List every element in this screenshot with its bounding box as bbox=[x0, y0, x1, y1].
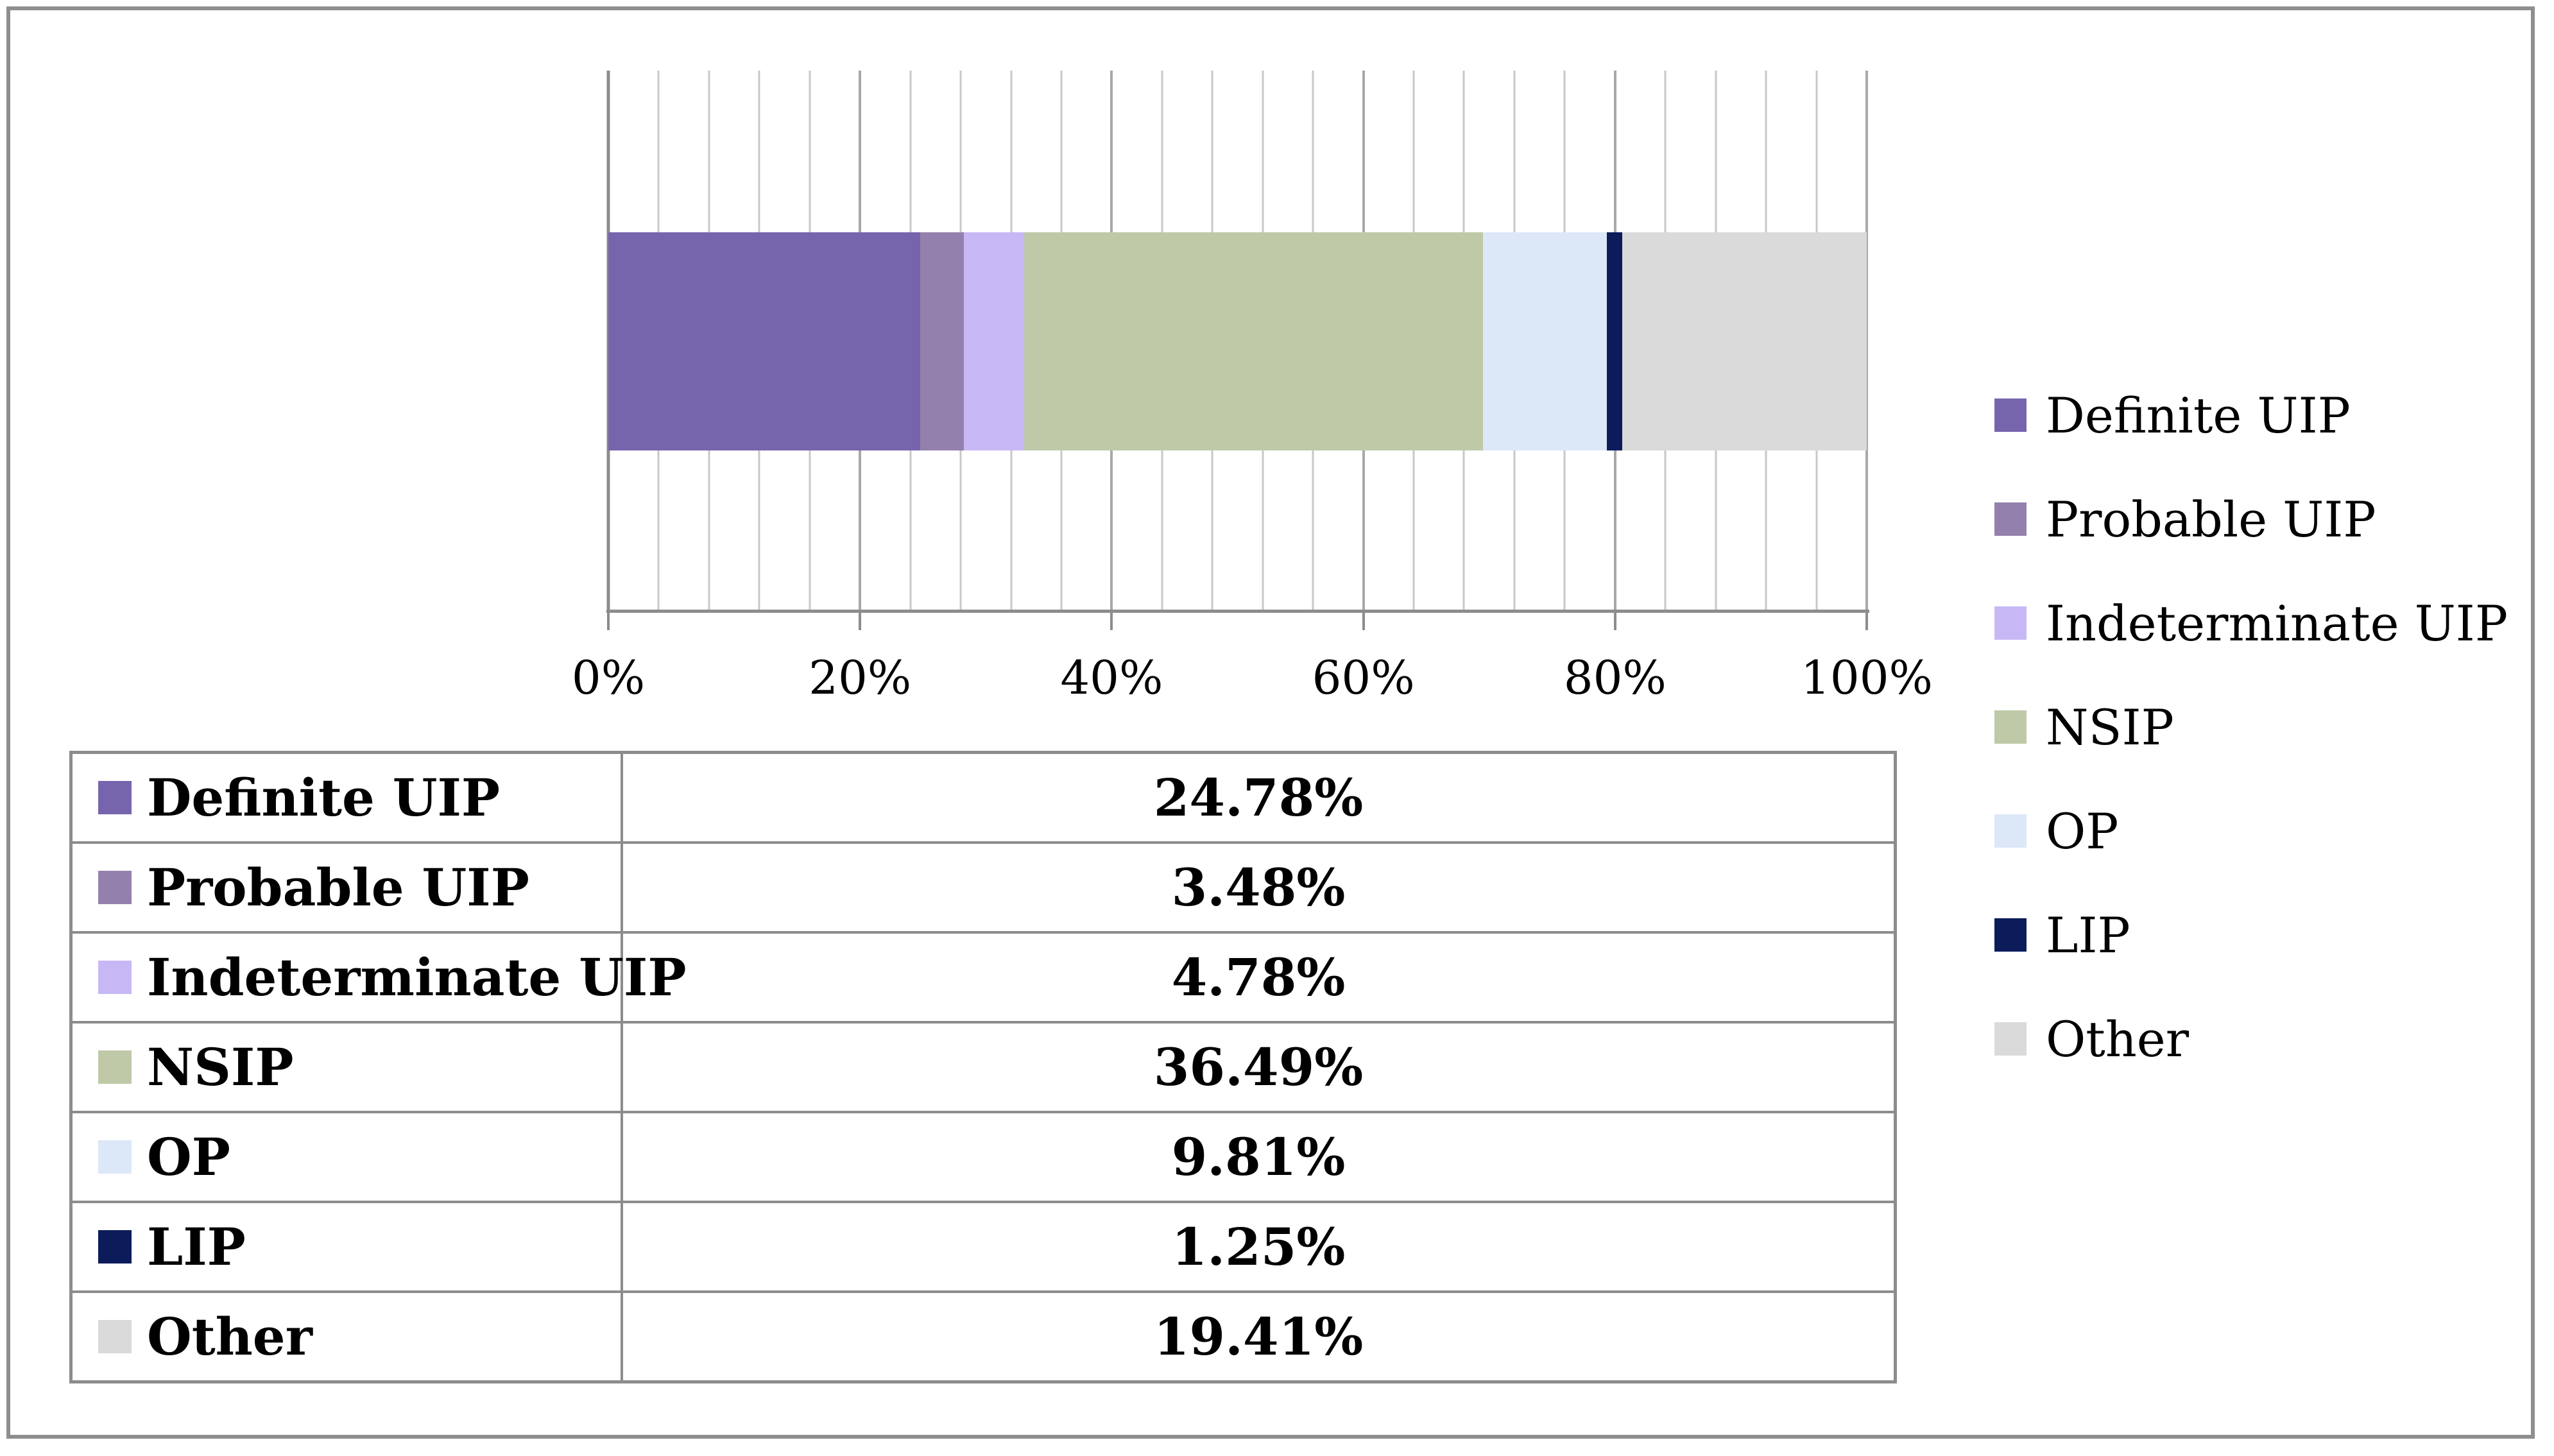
bar-segment-probable-uip bbox=[920, 232, 964, 450]
legend-item: Other bbox=[1994, 1004, 2189, 1074]
legend-label: Other bbox=[2046, 1010, 2190, 1068]
axis-tick bbox=[1362, 613, 1365, 630]
legend-swatch bbox=[1994, 398, 2027, 432]
bar-segment-op bbox=[1483, 232, 1607, 450]
table-cell-label: Probable UIP bbox=[73, 844, 623, 931]
color-swatch bbox=[98, 781, 132, 814]
legend-swatch bbox=[1994, 1022, 2027, 1056]
bar-segment-definite-uip bbox=[608, 232, 920, 450]
color-swatch bbox=[98, 1320, 132, 1353]
color-swatch bbox=[98, 1230, 132, 1263]
axis-tick bbox=[1110, 613, 1113, 630]
axis-tick bbox=[607, 613, 610, 630]
gridline-major bbox=[1865, 71, 1868, 613]
series-name-label: Definite UIP bbox=[147, 767, 501, 828]
legend-item: Indeterminate UIP bbox=[1994, 588, 2508, 658]
table-cell-value: 3.48% bbox=[1171, 857, 1346, 918]
x-axis-tick-label: 20% bbox=[809, 651, 912, 705]
table-cell-value: 1.25% bbox=[1171, 1217, 1346, 1277]
series-name-label: OP bbox=[147, 1127, 230, 1187]
x-axis-tick-label: 100% bbox=[1801, 651, 1933, 705]
legend-swatch bbox=[1994, 814, 2027, 848]
table-row: Other 19.41% bbox=[73, 1290, 1894, 1380]
table-row: OP 9.81% bbox=[73, 1111, 1894, 1201]
color-swatch bbox=[98, 961, 132, 994]
series-name-label: Indeterminate UIP bbox=[147, 947, 687, 1007]
table-cell-value: 24.78% bbox=[1153, 767, 1364, 828]
series-name-label: LIP bbox=[147, 1217, 246, 1277]
bar-segment-indeterminate-uip bbox=[964, 232, 1024, 450]
data-table: Definite UIP 24.78% Probable UIP 3.48% Indet… bbox=[69, 751, 1897, 1383]
series-name-label: Probable UIP bbox=[147, 857, 529, 918]
table-cell-label: NSIP bbox=[73, 1023, 623, 1111]
table-cell-label: Other bbox=[73, 1293, 623, 1380]
table-row: LIP 1.25% bbox=[73, 1201, 1894, 1290]
series-name-label: NSIP bbox=[147, 1037, 294, 1097]
legend-label: Probable UIP bbox=[2046, 490, 2376, 548]
x-axis-line bbox=[606, 610, 1869, 613]
plot-area bbox=[606, 71, 1868, 613]
table-cell-value: 9.81% bbox=[1171, 1127, 1346, 1187]
table-row: Definite UIP 24.78% bbox=[73, 754, 1894, 841]
legend-item: Probable UIP bbox=[1994, 484, 2376, 554]
bar-segment-nsip bbox=[1024, 232, 1484, 450]
bar-segment-lip bbox=[1606, 232, 1623, 450]
bar-segment-other bbox=[1622, 232, 1867, 450]
table-cell-value: 4.78% bbox=[1171, 947, 1346, 1007]
axis-tick bbox=[1865, 613, 1868, 630]
legend-label: Indeterminate UIP bbox=[2046, 594, 2508, 652]
table-row: NSIP 36.49% bbox=[73, 1021, 1894, 1111]
table-cell-value: 19.41% bbox=[1153, 1306, 1364, 1367]
series-name-label: Other bbox=[147, 1306, 313, 1367]
legend-item: NSIP bbox=[1994, 692, 2174, 762]
color-swatch bbox=[98, 871, 132, 904]
legend-item: OP bbox=[1994, 796, 2118, 866]
table-cell-label: Indeterminate UIP bbox=[73, 934, 687, 1021]
color-swatch bbox=[98, 1050, 132, 1084]
table-cell-label: Definite UIP bbox=[73, 754, 623, 841]
legend-item: Definite UIP bbox=[1994, 380, 2351, 450]
axis-tick bbox=[1613, 613, 1616, 630]
x-axis-tick-labels: 0% 20% 40% 60% 80% 100% bbox=[572, 647, 1933, 708]
legend-item: LIP bbox=[1994, 900, 2130, 970]
x-axis-tick-label: 0% bbox=[571, 651, 646, 705]
table-cell-label: LIP bbox=[73, 1203, 623, 1290]
table-cell-label: OP bbox=[73, 1113, 623, 1201]
legend-label: NSIP bbox=[2046, 698, 2174, 756]
legend-label: Definite UIP bbox=[2046, 386, 2351, 444]
legend-swatch bbox=[1994, 606, 2027, 640]
legend-swatch bbox=[1994, 710, 2027, 744]
x-axis-ticks bbox=[607, 613, 1868, 630]
x-axis-tick-label: 80% bbox=[1563, 651, 1667, 705]
color-swatch bbox=[98, 1140, 132, 1174]
x-axis-tick-label: 60% bbox=[1312, 651, 1415, 705]
x-axis-tick-label: 40% bbox=[1060, 651, 1163, 705]
table-row: Probable UIP 3.48% bbox=[73, 841, 1894, 931]
legend-swatch bbox=[1994, 502, 2027, 536]
table-row: Indeterminate UIP 4.78% bbox=[73, 931, 1894, 1021]
legend-swatch bbox=[1994, 918, 2027, 952]
stacked-bar bbox=[608, 232, 1867, 450]
legend-label: OP bbox=[2046, 802, 2119, 860]
axis-tick bbox=[859, 613, 862, 630]
table-cell-value: 36.49% bbox=[1153, 1037, 1364, 1097]
legend-label: LIP bbox=[2046, 906, 2130, 964]
